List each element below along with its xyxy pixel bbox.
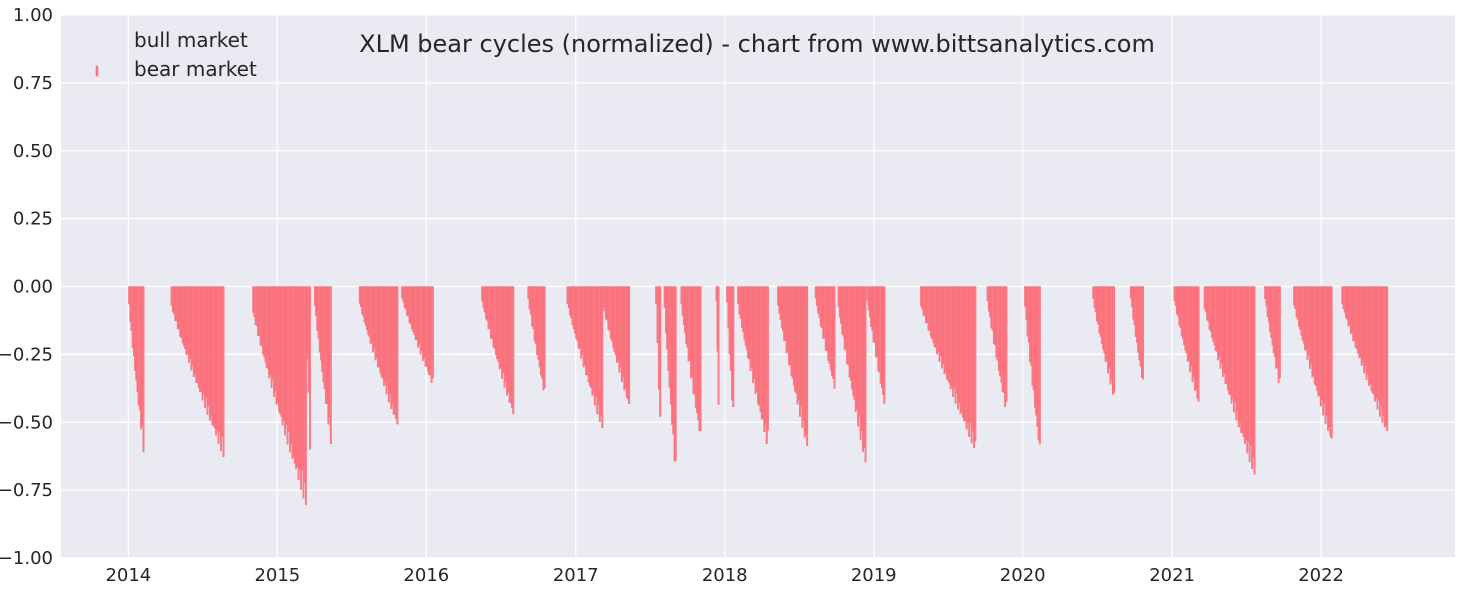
bear-bar — [1005, 286, 1008, 402]
bear-bar — [1038, 286, 1041, 445]
x-tick-label: 2018 — [702, 565, 748, 586]
bear-bar — [329, 286, 332, 444]
y-tick-label: 0.00 — [13, 277, 53, 298]
bear-bar — [974, 286, 977, 442]
bear-bar — [628, 286, 631, 405]
y-axis-ticks: 1.00 0.75 0.50 0.25 0.00 −0.25 −0.50 −0.75 −1.00 — [0, 5, 53, 569]
bear-bar — [309, 286, 311, 450]
bear-bar — [543, 286, 546, 389]
bear-bar — [512, 286, 515, 415]
bear-bar — [717, 286, 720, 405]
bear-bar — [883, 286, 886, 404]
y-tick-label: 1.00 — [13, 5, 53, 26]
x-tick-label: 2019 — [851, 565, 897, 586]
bear-bar — [1197, 286, 1200, 402]
bear-bar — [767, 286, 769, 431]
bear-bar — [222, 286, 225, 458]
bear-bar — [659, 286, 662, 417]
bear-bar — [142, 286, 145, 453]
y-tick-label: 0.25 — [13, 209, 53, 230]
bear-bar — [806, 286, 809, 446]
bear-bar — [833, 286, 836, 389]
legend: bull market bear market — [95, 28, 257, 81]
y-tick-label: −1.00 — [0, 548, 53, 569]
y-tick-label: −0.25 — [0, 344, 53, 365]
y-tick-label: 0.75 — [13, 73, 53, 94]
x-tick-label: 2015 — [254, 565, 300, 586]
bear-bar — [674, 286, 677, 461]
bear-bar — [396, 286, 399, 425]
bear-bar — [699, 286, 702, 432]
x-tick-label: 2016 — [403, 565, 449, 586]
x-tick-label: 2022 — [1298, 565, 1344, 586]
y-tick-label: 0.50 — [13, 141, 53, 162]
y-tick-label: −0.75 — [0, 480, 53, 501]
bear-bar — [1278, 286, 1281, 379]
bear-bar — [864, 286, 867, 463]
bear-bars — [128, 286, 1389, 505]
bear-bar — [1253, 286, 1256, 475]
legend-label-bear-market: bear market — [134, 57, 257, 81]
bear-bar — [1330, 286, 1333, 439]
y-tick-label: −0.50 — [0, 412, 53, 433]
x-tick-label: 2014 — [105, 565, 151, 586]
bear-bar — [732, 286, 735, 408]
bear-bar — [1113, 286, 1116, 393]
bear-bar — [431, 286, 434, 379]
chart-title: XLM bear cycles (normalized) - chart fro… — [359, 30, 1155, 58]
bear-bar — [1386, 286, 1389, 432]
bear-bar — [1142, 286, 1145, 380]
x-axis-ticks: 2014 2015 2016 2017 2018 2019 2020 2021 2022 — [105, 565, 1344, 586]
x-tick-label: 2020 — [1000, 565, 1046, 586]
legend-swatch-bear-market — [95, 65, 99, 77]
x-tick-label: 2021 — [1149, 565, 1195, 586]
x-tick-label: 2017 — [553, 565, 599, 586]
legend-label-bull-market: bull market — [134, 28, 248, 52]
